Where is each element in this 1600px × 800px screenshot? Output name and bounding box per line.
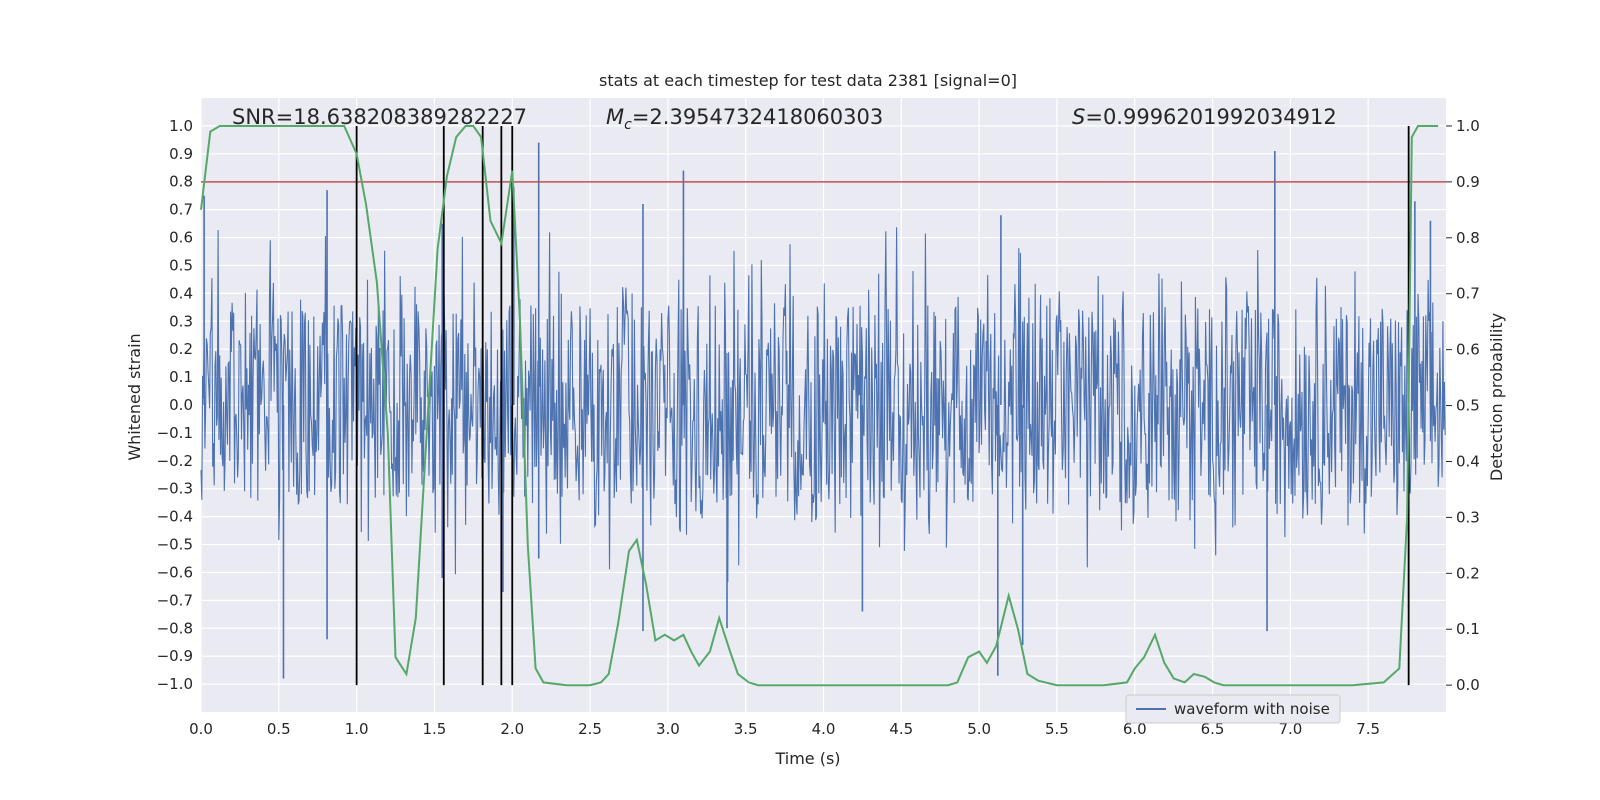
score-value: =0.9996201992034912	[1085, 105, 1336, 129]
snr-annotation: SNR=18.638208389282227	[232, 105, 527, 129]
y2-tick-label: 0.2	[1456, 564, 1480, 582]
x-tick-label: 5.5	[1045, 720, 1069, 738]
legend-label: waveform with noise	[1174, 700, 1330, 718]
chirp-mass-subscript: c	[624, 117, 632, 133]
y-tick-label: 1.0	[169, 117, 193, 135]
probability-series	[200, 125, 1439, 687]
chirp-mass-symbol: M	[606, 105, 624, 129]
legend: waveform with noise	[1125, 694, 1341, 724]
y-tick-label: −0.9	[157, 647, 193, 665]
x-ticks: 0.0 0.5 1.0 1.5 2.0 2.5 3.0 3.5 4.0 4.5 5.0 5.5 6.0 6…	[189, 720, 1380, 738]
chirp-mass-annotation: Mc=2.3954732418060303	[606, 105, 883, 133]
y-tick-label: 0.8	[169, 173, 193, 191]
x-tick-label: 2.5	[578, 720, 602, 738]
score-annotation: S=0.9996201992034912	[1072, 105, 1337, 129]
y-tick-label: −1.0	[157, 675, 193, 693]
y-tick-label: −0.3	[157, 480, 193, 498]
x-tick-label: 7.5	[1356, 720, 1380, 738]
score-symbol: S	[1072, 105, 1085, 129]
y-tick-label: −0.2	[157, 452, 193, 470]
y-tick-label: 0.1	[169, 368, 193, 386]
x-tick-label: 6.5	[1201, 720, 1225, 738]
y2-tick-label: 1.0	[1456, 117, 1480, 135]
y-tick-label: 0.2	[169, 340, 193, 358]
y2-tick-label: 0.6	[1456, 341, 1480, 359]
y2-axis-label: Detection probability	[1487, 313, 1506, 481]
y2-ticks: 1.0 0.9 0.8 0.7 0.6 0.5 0.4 0.3 0.2 0.1 0.0	[1446, 117, 1480, 694]
x-tick-label: 4.0	[812, 720, 836, 738]
y-tick-label: 0.0	[169, 396, 193, 414]
x-tick-label: 5.0	[967, 720, 991, 738]
y2-tick-label: 0.9	[1456, 173, 1480, 191]
y-tick-label: 0.4	[169, 284, 193, 302]
legend-box	[1125, 694, 1341, 724]
x-tick-label: 2.0	[500, 720, 524, 738]
detection-vlines	[355, 125, 1410, 686]
x-tick-label: 6.0	[1123, 720, 1147, 738]
y-ticks: 1.0 0.9 0.8 0.7 0.6 0.5 0.4 0.3 0.2 0.1 0.0 −0.1 −0.…	[157, 117, 193, 693]
y-tick-label: 0.5	[169, 256, 193, 274]
y-tick-label: −0.6	[157, 563, 193, 581]
chart-title: stats at each timestep for test data 238…	[599, 71, 1017, 90]
y-tick-label: −0.4	[157, 508, 193, 526]
chirp-mass-value: =2.3954732418060303	[632, 105, 883, 129]
probability-line	[200, 125, 1439, 687]
x-tick-label: 1.0	[345, 720, 369, 738]
y-tick-label: −0.5	[157, 536, 193, 554]
y-tick-label: −0.1	[157, 424, 193, 442]
y-axis-label: Whitened strain	[125, 333, 144, 460]
y-tick-label: −0.8	[157, 619, 193, 637]
y-tick-label: 0.3	[169, 312, 193, 330]
x-tick-label: 0.0	[189, 720, 213, 738]
y2-tick-label: 0.8	[1456, 229, 1480, 247]
y2-tick-label: 0.0	[1456, 676, 1480, 694]
y2-tick-label: 0.1	[1456, 620, 1480, 638]
x-tick-label: 3.0	[656, 720, 680, 738]
y-tick-label: 0.6	[169, 229, 193, 247]
x-tick-label: 3.5	[734, 720, 758, 738]
y-tick-label: 0.9	[169, 145, 193, 163]
x-tick-label: 4.5	[889, 720, 913, 738]
y-tick-label: 0.7	[169, 201, 193, 219]
x-axis-label: Time (s)	[774, 749, 840, 768]
waveform-line	[200, 227, 1446, 583]
y-tick-label: −0.7	[157, 591, 193, 609]
x-tick-label: 7.0	[1278, 720, 1302, 738]
y2-tick-label: 0.4	[1456, 452, 1480, 470]
y2-tick-label: 0.3	[1456, 508, 1480, 526]
y2-tick-label: 0.7	[1456, 285, 1480, 303]
x-tick-label: 1.5	[423, 720, 447, 738]
y2-tick-label: 0.5	[1456, 397, 1480, 415]
x-tick-label: 0.5	[267, 720, 291, 738]
